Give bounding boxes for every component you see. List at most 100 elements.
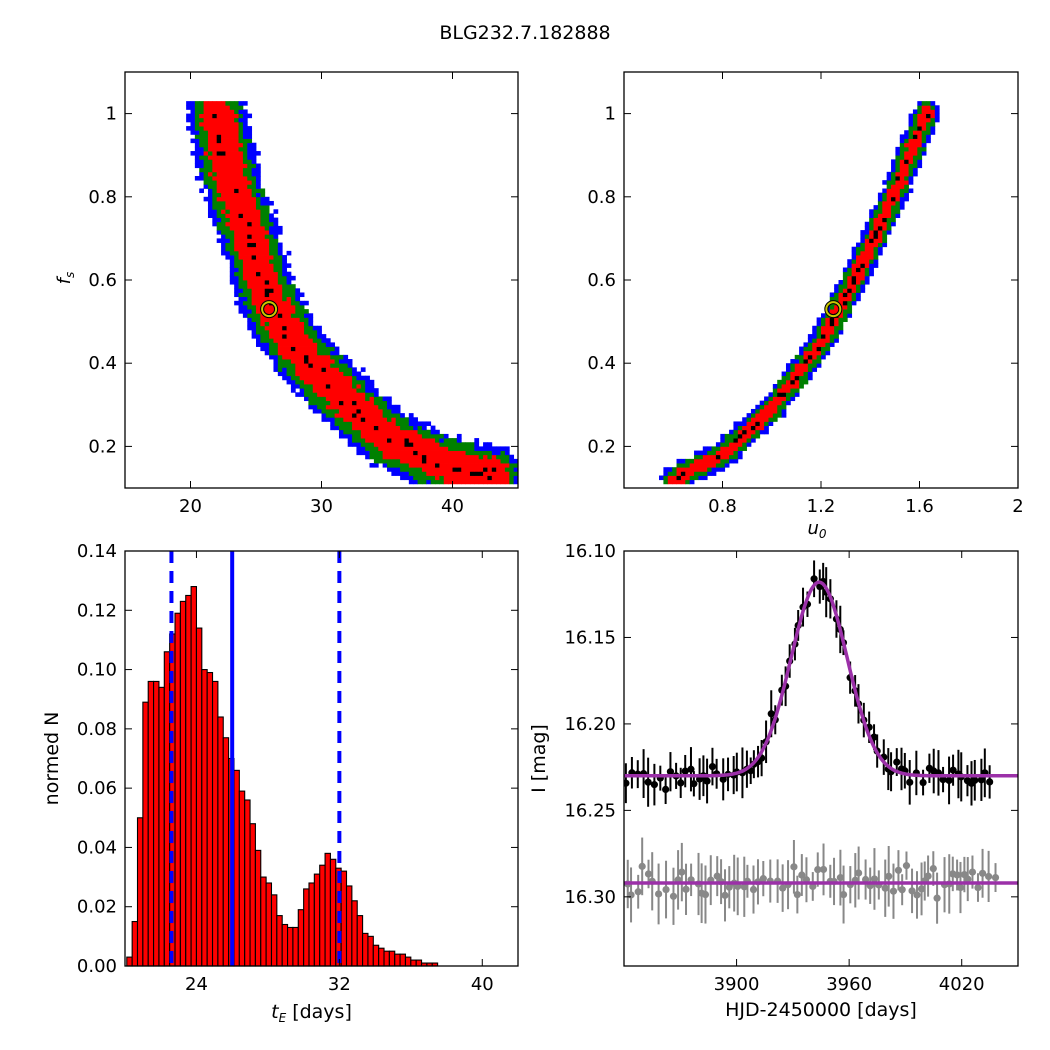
top-left-heatmap-cell — [269, 200, 274, 206]
top-left-heatmap-cell — [221, 171, 226, 177]
top-left-heatmap-cell — [290, 384, 296, 389]
top-left-heatmap-cell — [317, 379, 322, 385]
top-left-heatmap-cell — [251, 167, 257, 173]
top-left-heatmap-cell — [216, 138, 222, 144]
top-left-heatmap-cell — [225, 250, 231, 256]
top-left-heatmap-cell — [242, 267, 248, 273]
top-left-heatmap-cell — [247, 225, 253, 231]
top-left-heatmap-cell — [203, 176, 209, 181]
top-right-heatmap-cell — [772, 392, 778, 397]
top-left-heatmap-cell — [347, 425, 353, 431]
top-right-heatmap-cell — [886, 196, 892, 202]
top-left-heatmap-cell — [352, 388, 357, 393]
top-left-xtick-label: 30 — [310, 496, 333, 517]
histogram-bar — [217, 716, 224, 967]
top-left-heatmap-cell — [242, 292, 248, 298]
bottom-right-axes-frame — [623, 550, 1019, 967]
top-left-heatmap-cell — [256, 205, 261, 210]
top-left-heatmap-cell — [391, 458, 397, 464]
top-left-heatmap-cell — [234, 280, 239, 285]
top-left-heatmap-cell — [251, 234, 257, 239]
top-right-heatmap-cell — [899, 192, 905, 198]
top-left-heatmap-cell — [474, 471, 480, 476]
top-left-heatmap-cell — [221, 126, 226, 131]
histogram-bar — [410, 959, 417, 967]
top-left-heatmap-cell — [338, 408, 344, 414]
top-left-heatmap-cell — [426, 438, 432, 443]
top-left-heatmap-cell — [330, 392, 335, 397]
top-left-heatmap-cell — [221, 117, 226, 123]
top-right-heatmap-cell — [891, 217, 896, 223]
top-right-heatmap-cell — [891, 167, 896, 173]
top-left-heatmap-cell — [264, 238, 270, 243]
top-left-heatmap-cell — [242, 205, 248, 210]
top-right-heatmap-cell — [812, 338, 818, 343]
top-right-heatmap-cell — [873, 213, 879, 218]
top-left-heatmap-cell — [234, 267, 239, 273]
comparison-star-point — [953, 871, 961, 879]
bottom-right-xtick-label: 3900 — [714, 974, 760, 995]
top-left-heatmap-cell — [286, 296, 292, 302]
top-left-heatmap-cell — [500, 446, 506, 451]
top-left-heatmap-cell — [273, 363, 279, 368]
top-left-heatmap-cell — [256, 334, 261, 339]
top-right-heatmap-cell — [698, 454, 704, 460]
top-right-heatmap-cell — [917, 105, 923, 110]
histogram-bar — [190, 586, 198, 967]
top-right-heatmap-cell — [930, 101, 936, 106]
top-left-heatmap-cell — [251, 250, 257, 256]
top-right-heatmap-cell — [659, 475, 664, 481]
top-right-heatmap-cell — [794, 354, 800, 360]
top-left-heatmap-cell — [194, 142, 200, 148]
top-right-heatmap-cell — [816, 359, 822, 364]
top-right-heatmap-cell — [803, 363, 809, 368]
top-right-heatmap-cell — [869, 246, 874, 252]
top-left-heatmap-cell — [343, 433, 349, 439]
bottom-left-xtick-label: 32 — [328, 974, 351, 995]
top-left-heatmap-cell — [461, 467, 466, 472]
top-left-heatmap-cell — [260, 259, 266, 264]
top-right-heatmap-cell — [807, 342, 813, 347]
top-left-heatmap-cell — [312, 388, 318, 393]
top-left-heatmap-cell — [347, 438, 353, 443]
top-right-heatmap-cell — [803, 342, 809, 347]
top-right-heatmap-cell — [750, 417, 756, 422]
top-left-heatmap-cell — [308, 338, 314, 343]
top-left-heatmap-cell — [269, 234, 274, 239]
top-left-heatmap-cell — [264, 296, 270, 302]
top-left-heatmap-cell — [312, 329, 318, 335]
top-right-heatmap-cell — [672, 471, 677, 476]
top-left-heatmap-cell — [290, 313, 296, 318]
top-right-heatmap-cell — [799, 375, 804, 381]
top-left-heatmap-cell — [387, 425, 392, 431]
top-right-heatmap-cell — [899, 167, 905, 173]
top-left-heatmap-cell — [273, 255, 279, 260]
top-left-heatmap-cell — [387, 421, 392, 426]
top-right-heatmap-cell — [707, 454, 712, 460]
top-left-heatmap-cell — [256, 309, 261, 314]
top-right-heatmap-cell — [917, 109, 923, 114]
top-right-heatmap-cell — [842, 313, 848, 318]
top-right-heatmap-cell — [807, 375, 813, 381]
top-left-heatmap-cell — [352, 375, 357, 381]
top-left-heatmap-cell — [221, 113, 226, 119]
bottom-left-ytick-label: 0.14 — [77, 541, 117, 562]
comparison-star-point — [985, 872, 993, 881]
event-point — [939, 775, 947, 784]
top-right-heatmap-cell — [873, 217, 879, 223]
top-left-heatmap-cell — [229, 134, 235, 139]
top-left-heatmap-cell — [269, 271, 274, 277]
top-right-heatmap-cell — [733, 421, 739, 426]
top-left-heatmap-cell — [461, 454, 466, 460]
top-left-heatmap-cell — [247, 188, 253, 194]
top-left-heatmap-cell — [286, 354, 292, 360]
top-left-heatmap-cell — [225, 109, 231, 114]
top-left-heatmap-cell — [290, 325, 296, 331]
top-left-heatmap-cell — [229, 163, 235, 169]
top-right-heatmap-cell — [707, 458, 712, 464]
top-left-heatmap-cell — [269, 263, 274, 268]
top-left-heatmap-cell — [212, 146, 218, 152]
top-left-heatmap-cell — [426, 479, 432, 485]
top-left-heatmap-cell — [260, 325, 266, 331]
top-right-heatmap-cell — [707, 467, 712, 472]
